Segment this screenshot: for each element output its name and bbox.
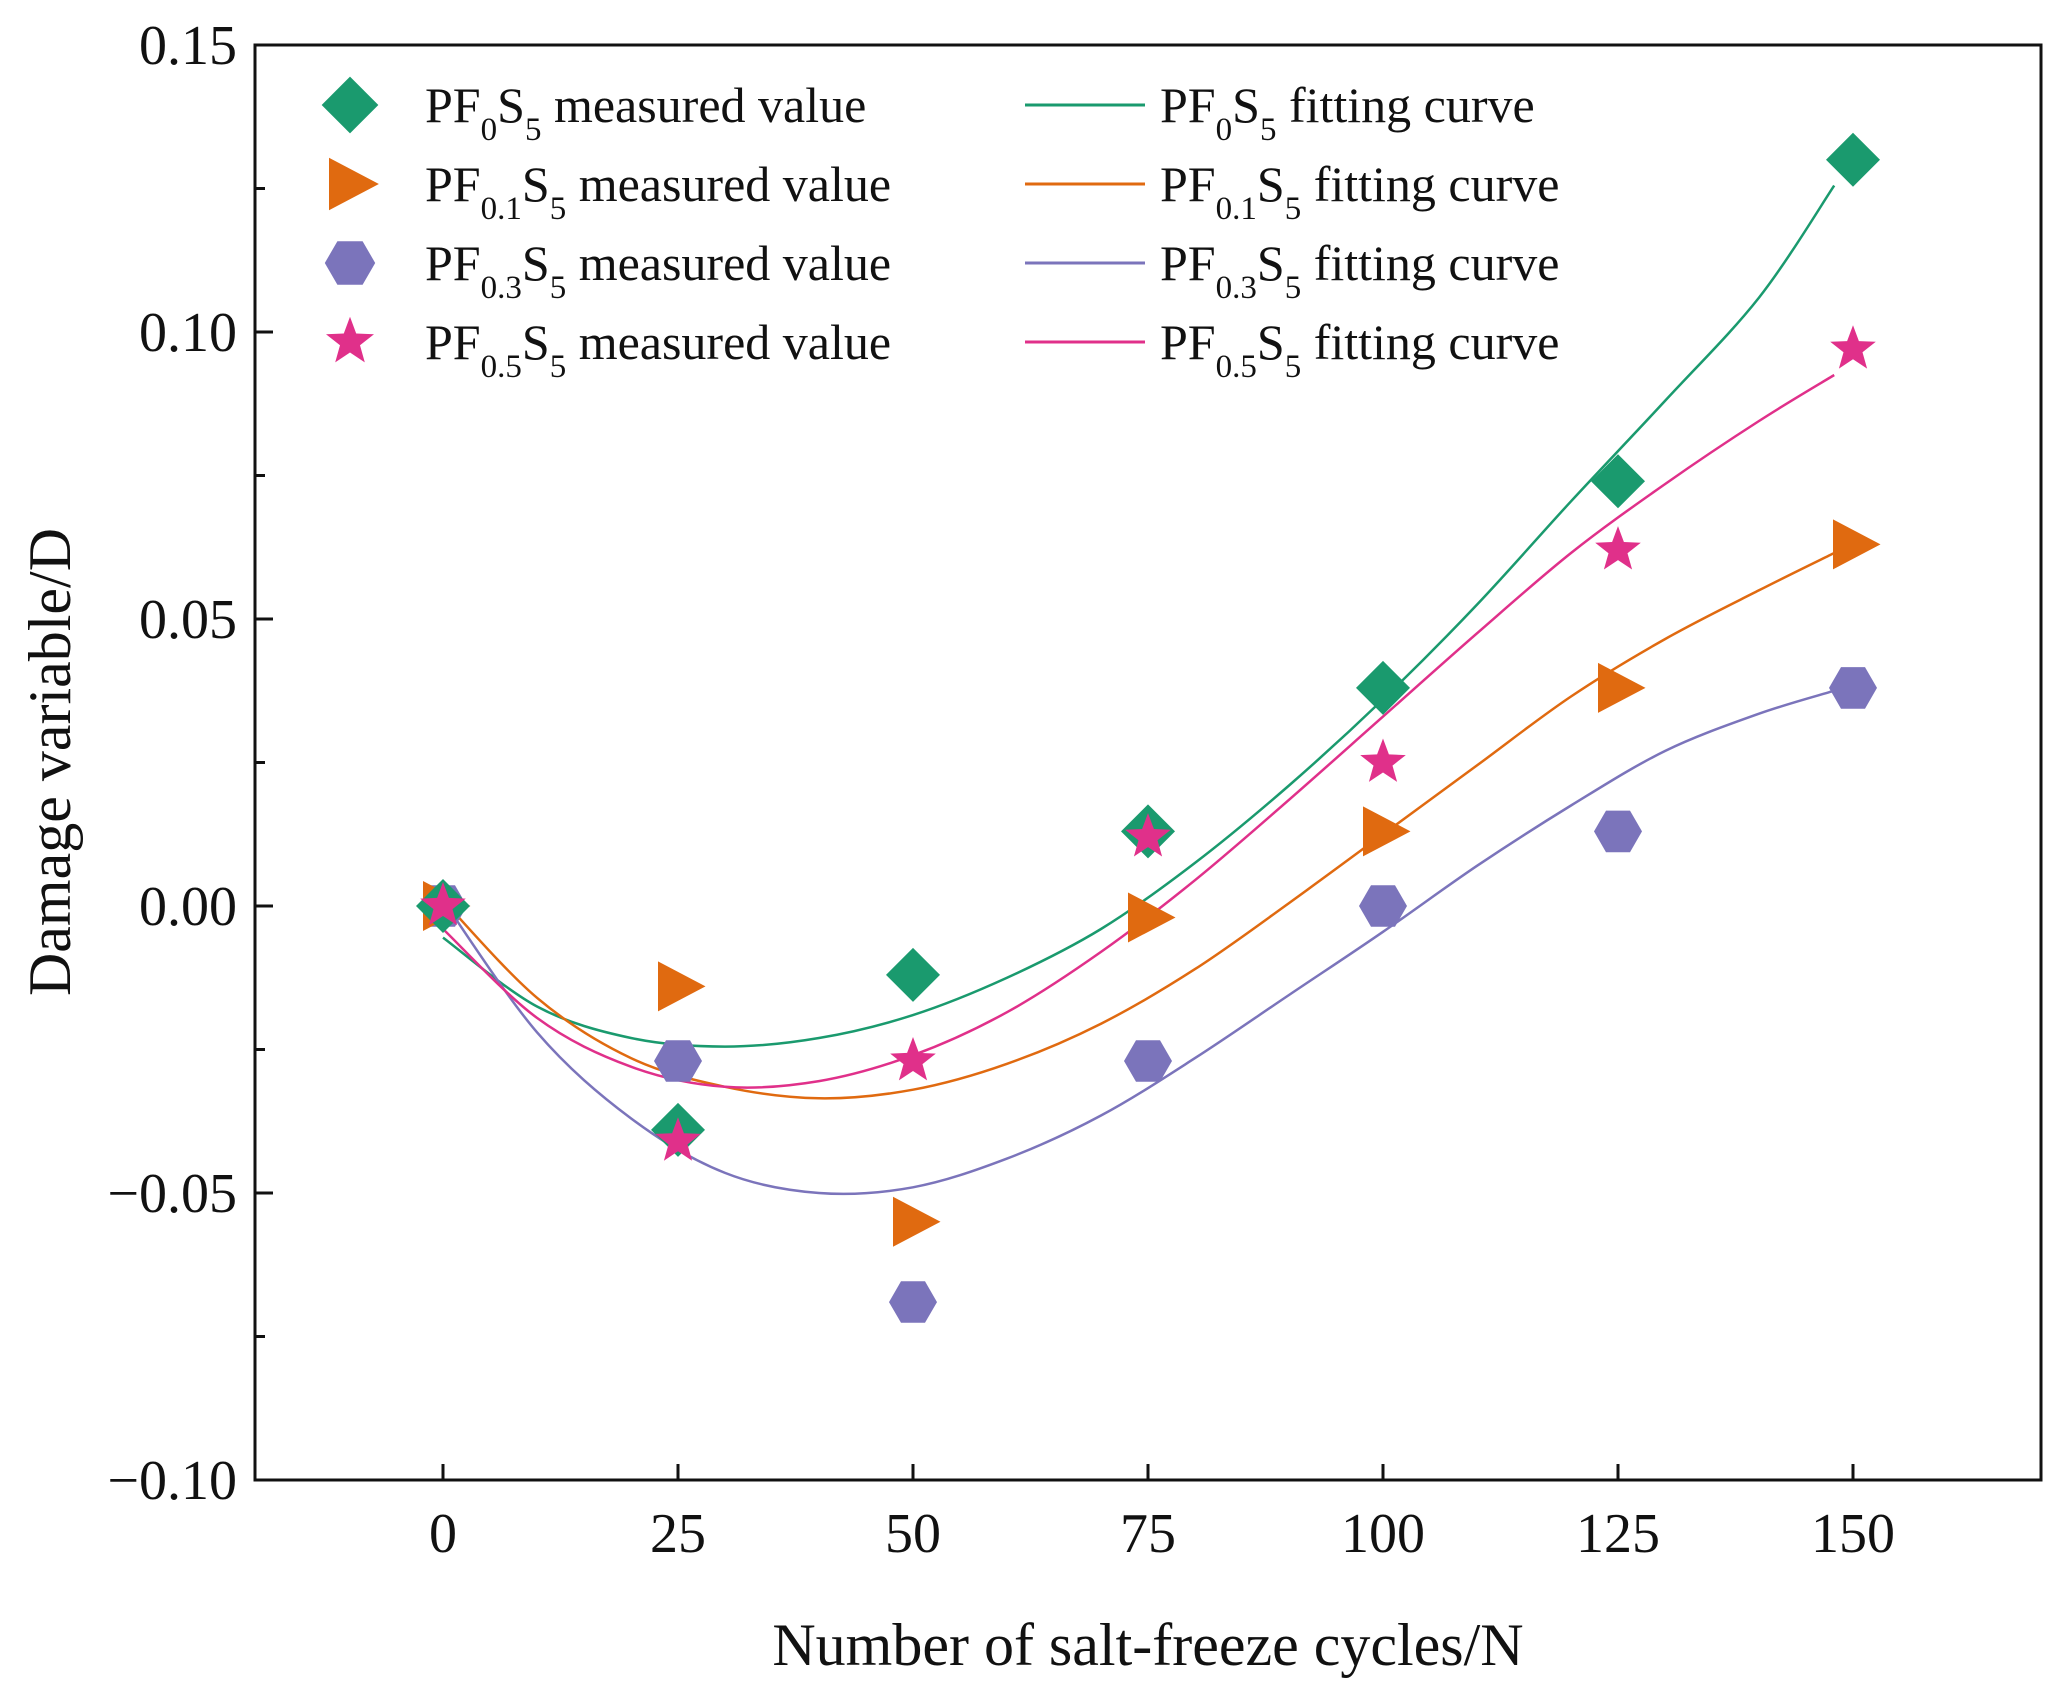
legend-marker-1	[329, 157, 379, 211]
y-tick-label-0: −0.10	[107, 1450, 237, 1512]
x-tick-label-50: 50	[885, 1503, 941, 1565]
legend: PF0S5 measured value PF0S5 fitting curve P…	[321, 76, 1559, 385]
legend-label-measured-3: PF0.5S5 measured value	[425, 314, 891, 385]
marker-s3-p6	[1830, 325, 1876, 369]
marker-s3-p5	[1595, 526, 1641, 570]
marker-s1-p2	[893, 1196, 941, 1247]
fit-curve-0	[442, 184, 1836, 1048]
y-tick-label-2: 0.00	[139, 876, 237, 938]
marker-s2-p3	[1124, 1040, 1172, 1082]
marker-s2-p2	[889, 1281, 937, 1323]
y-tick-label-5: 0.15	[139, 15, 237, 77]
x-tick-label-75: 75	[1120, 1503, 1176, 1565]
marker-s3-p2	[890, 1037, 936, 1081]
marker-s3-p3	[1125, 813, 1171, 857]
legend-label-measured-1: PF0.1S5 measured value	[425, 156, 891, 227]
marker-s1-p1	[658, 961, 706, 1012]
y-tick-label-4: 0.10	[139, 302, 237, 364]
x-tick-label-0: 0	[429, 1503, 457, 1565]
marker-s0-p6	[1826, 132, 1880, 187]
legend-label-fit-1: PF0.1S5 fitting curve	[1160, 156, 1559, 227]
legend-label-fit-2: PF0.3S5 fitting curve	[1160, 235, 1559, 306]
fit-curve-2	[441, 689, 1835, 1196]
x-tick-label-125: 125	[1576, 1503, 1660, 1565]
marker-s2-p6	[1829, 667, 1877, 709]
marker-s3-p0	[420, 882, 466, 926]
legend-label-fit-3: PF0.5S5 fitting curve	[1160, 314, 1559, 385]
marker-s0-p4	[1356, 660, 1410, 715]
legend-marker-0	[321, 76, 379, 134]
marker-s2-p4	[1359, 885, 1407, 927]
marker-s3-p4	[1360, 738, 1406, 782]
marker-s0-p5	[1591, 454, 1645, 509]
legend-label-fit-0: PF0S5 fitting curve	[1160, 77, 1535, 148]
y-tick-label-1: −0.05	[107, 1163, 237, 1225]
marker-s2-p1	[654, 1040, 702, 1082]
marker-s1-p3	[1128, 892, 1176, 943]
marker-s1-p4	[1363, 806, 1411, 857]
y-axis-title: Damage variable/D	[17, 528, 83, 996]
x-tick-label-100: 100	[1341, 1503, 1425, 1565]
x-tick-label-150: 150	[1811, 1503, 1895, 1565]
x-axis: 0 25 50 75 100 125 150	[429, 1464, 1895, 1565]
y-axis: −0.10 −0.05 0.00 0.05 0.10 0.15	[107, 15, 273, 1512]
x-axis-title: Number of salt-freeze cycles/N	[772, 1612, 1523, 1678]
y-tick-label-3: 0.05	[139, 589, 237, 651]
legend-marker-2	[324, 241, 376, 285]
marker-s2-p5	[1594, 810, 1642, 853]
marker-s1-p5	[1598, 662, 1646, 713]
x-tick-label-25: 25	[650, 1503, 706, 1565]
marker-s3-p1	[655, 1117, 701, 1161]
marker-s1-p6	[1833, 519, 1881, 570]
legend-marker-3	[326, 316, 374, 363]
data-markers	[416, 132, 1881, 1323]
legend-label-measured-2: PF0.3S5 measured value	[425, 235, 891, 306]
legend-label-measured-0: PF0S5 measured value	[425, 77, 866, 148]
marker-s0-p2	[886, 947, 940, 1002]
